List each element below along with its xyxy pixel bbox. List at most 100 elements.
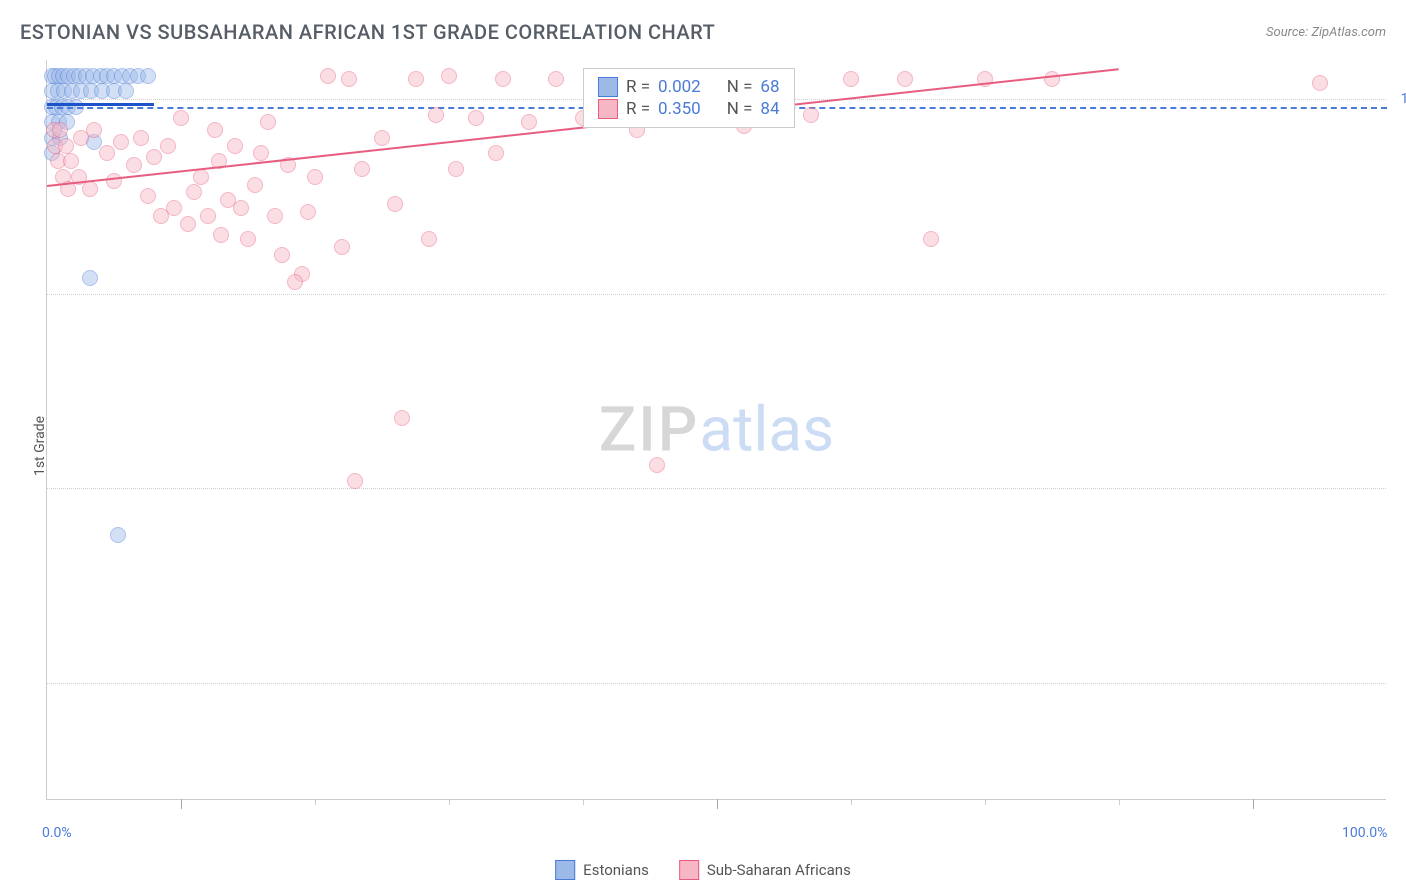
x-tick-minor <box>1119 799 1120 805</box>
y-tick-label: 85.0% <box>1391 675 1406 691</box>
data-point <box>160 138 176 154</box>
x-tick-major <box>717 799 718 809</box>
x-tick-minor <box>315 799 316 805</box>
x-tick-minor <box>985 799 986 805</box>
x-tick-minor <box>583 799 584 805</box>
gridline <box>47 683 1386 684</box>
x-axis-label: 100.0% <box>1342 825 1387 841</box>
legend-label: Sub-Saharan Africans <box>707 861 851 879</box>
data-point <box>448 161 464 177</box>
bottom-legend: Estonians Sub-Saharan Africans <box>555 860 851 880</box>
gridline <box>47 488 1386 489</box>
data-point <box>213 227 229 243</box>
data-point <box>146 149 162 165</box>
data-point <box>274 247 290 263</box>
legend-label: Estonians <box>583 861 649 879</box>
chart-title: ESTONIAN VS SUBSAHARAN AFRICAN 1ST GRADE… <box>20 20 715 44</box>
x-axis-label: 0.0% <box>42 825 72 841</box>
data-point <box>287 274 303 290</box>
data-point <box>110 527 126 543</box>
y-tick-label: 95.0% <box>1391 286 1406 302</box>
stat-value: 0.002 <box>658 77 701 97</box>
data-point <box>649 457 665 473</box>
stat-value: 84 <box>760 99 779 119</box>
data-point <box>240 231 256 247</box>
data-point <box>113 134 129 150</box>
data-point <box>374 130 390 146</box>
legend-swatch <box>679 860 699 880</box>
data-point <box>52 122 68 138</box>
data-point <box>341 71 357 87</box>
trend-line <box>47 103 154 106</box>
scatter-plot-area: ZIPatlas 85.0%90.0%95.0%100.0%0.0%100.0%… <box>46 60 1386 800</box>
stat-value: 68 <box>760 77 779 97</box>
data-point <box>428 107 444 123</box>
data-point <box>408 71 424 87</box>
stat-label: N = <box>727 77 753 97</box>
data-point <box>166 200 182 216</box>
data-point <box>253 145 269 161</box>
data-point <box>347 473 363 489</box>
data-point <box>923 231 939 247</box>
y-tick-label: 100.0% <box>1391 91 1406 107</box>
legend-item-estonians: Estonians <box>555 860 649 880</box>
data-point <box>233 200 249 216</box>
gridline <box>47 294 1386 295</box>
data-point <box>99 145 115 161</box>
stat-label: N = <box>727 99 753 119</box>
data-point <box>260 114 276 130</box>
data-point <box>468 110 484 126</box>
stat-label: R = <box>626 99 650 119</box>
data-point <box>495 71 511 87</box>
data-point <box>521 114 537 130</box>
stats-legend: R = 0.002 N = 68 R = 0.350 N = 84 <box>583 68 795 128</box>
x-tick-minor <box>851 799 852 805</box>
legend-swatch <box>555 860 575 880</box>
data-point <box>126 157 142 173</box>
data-point <box>227 138 243 154</box>
data-point <box>58 138 74 154</box>
data-point <box>82 270 98 286</box>
x-tick-minor <box>449 799 450 805</box>
stats-row: R = 0.350 N = 84 <box>598 99 780 119</box>
legend-item-subsaharan: Sub-Saharan Africans <box>679 860 851 880</box>
data-point <box>421 231 437 247</box>
stats-swatch <box>598 77 618 97</box>
data-point <box>1312 75 1328 91</box>
data-point <box>548 71 564 87</box>
data-point <box>441 68 457 84</box>
stats-row: R = 0.002 N = 68 <box>598 77 780 97</box>
x-tick-major <box>181 799 182 809</box>
data-point <box>180 216 196 232</box>
stat-value: 0.350 <box>658 99 701 119</box>
data-point <box>394 410 410 426</box>
data-point <box>843 71 859 87</box>
data-point <box>63 153 79 169</box>
data-point <box>200 208 216 224</box>
data-point <box>307 169 323 185</box>
data-point <box>803 107 819 123</box>
x-tick-major <box>1253 799 1254 809</box>
data-point <box>173 110 189 126</box>
data-point <box>387 196 403 212</box>
data-point <box>247 177 263 193</box>
watermark: ZIPatlas <box>599 393 834 466</box>
stats-swatch <box>598 99 618 119</box>
y-tick-label: 90.0% <box>1391 480 1406 496</box>
data-point <box>354 161 370 177</box>
data-point <box>193 169 209 185</box>
data-point <box>106 173 122 189</box>
data-point <box>118 83 134 99</box>
data-point <box>320 68 336 84</box>
data-point <box>133 130 149 146</box>
data-point <box>186 184 202 200</box>
data-point <box>334 239 350 255</box>
data-point <box>267 208 283 224</box>
data-point <box>300 204 316 220</box>
data-point <box>488 145 504 161</box>
source-credit: Source: ZipAtlas.com <box>1266 25 1386 40</box>
data-point <box>140 68 156 84</box>
stat-label: R = <box>626 77 650 97</box>
data-point <box>897 71 913 87</box>
data-point <box>140 188 156 204</box>
